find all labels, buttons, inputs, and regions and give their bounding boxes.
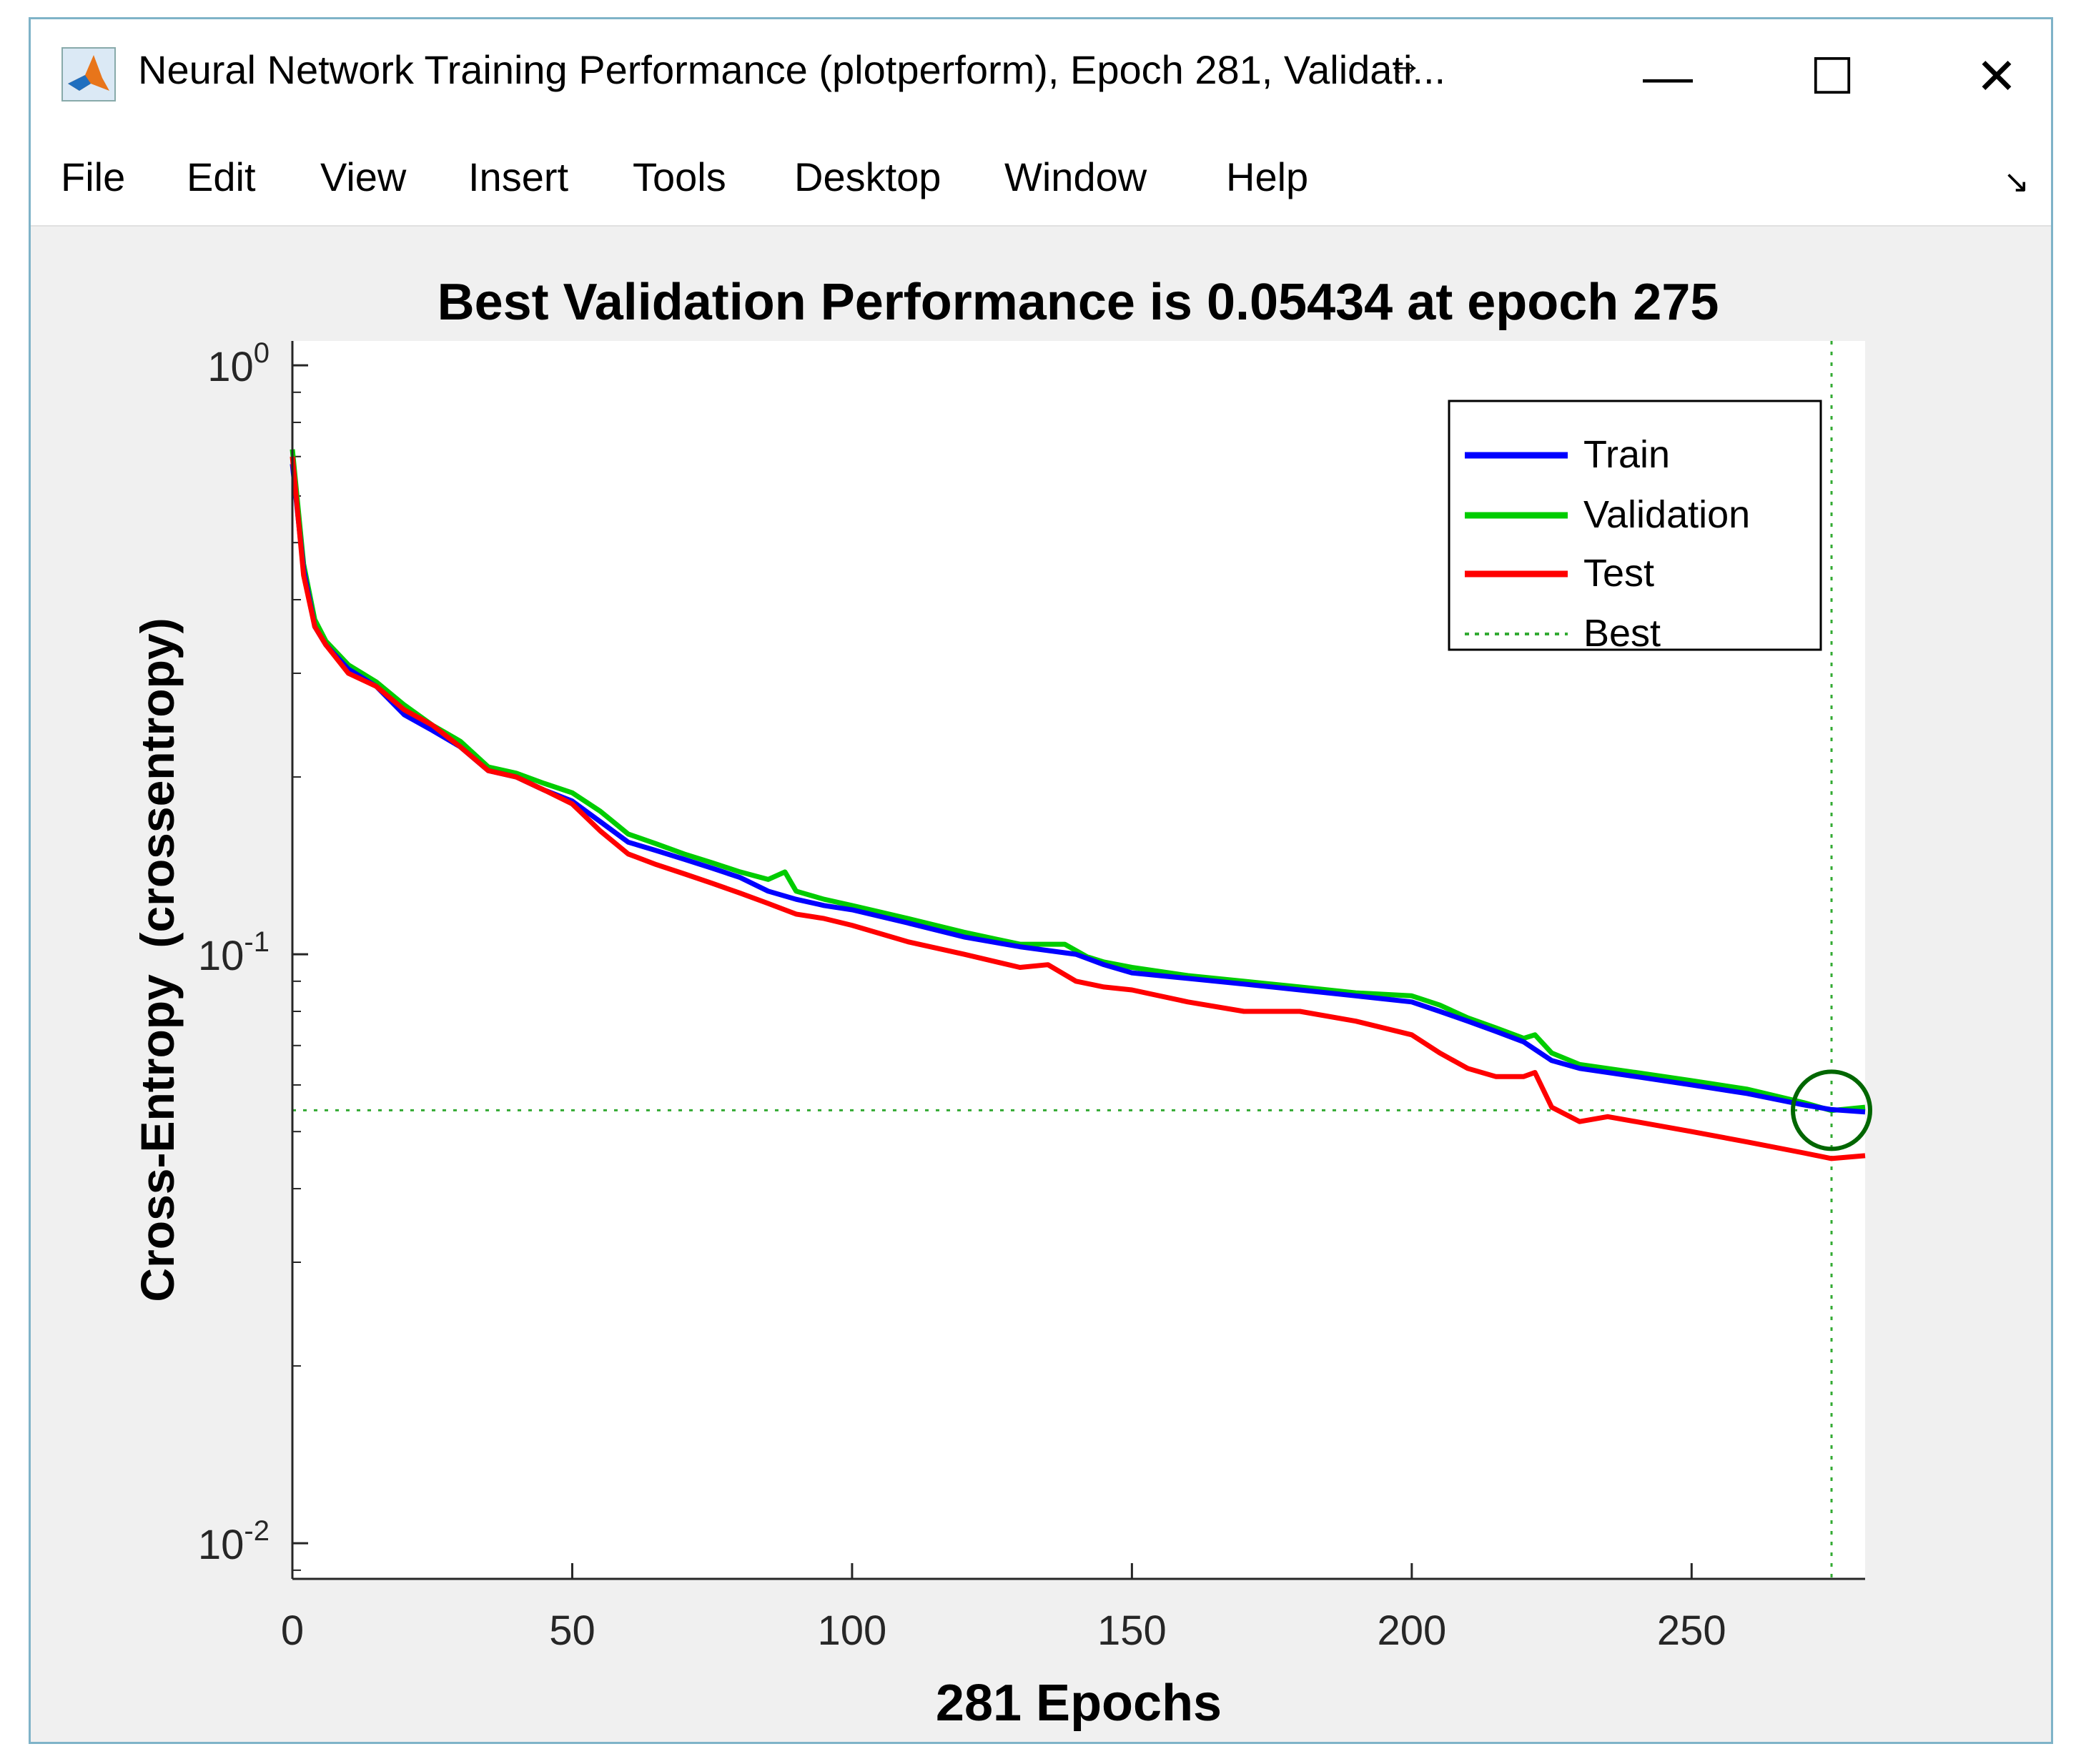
chart-title: Best Validation Performance is 0.05434 a… (438, 274, 1719, 331)
close-icon: ✕ (1975, 49, 2018, 104)
legend-label-train: Train (1583, 433, 1670, 476)
maximize-button[interactable]: ☐ (1789, 41, 1875, 112)
menu-edit[interactable]: Edit (187, 154, 256, 199)
menu-tools[interactable]: Tools (633, 154, 726, 199)
menu-file[interactable]: File (61, 154, 126, 199)
resize-cursor-icon: ↔ (1386, 41, 1423, 83)
performance-chart: Best Validation Performance is 0.05434 a… (131, 274, 1873, 1732)
x-tick-label-50: 50 (549, 1607, 595, 1654)
x-tick-label-200: 200 (1377, 1607, 1446, 1654)
menu-help[interactable]: Help (1226, 154, 1309, 199)
window-title: Neural Network Training Performance (plo… (138, 47, 1446, 92)
minimize-icon: — (1643, 49, 1693, 104)
maximize-icon: ☐ (1809, 49, 1855, 104)
matlab-icon (61, 47, 116, 101)
y-tick-label--2: 10-2 (198, 1515, 270, 1568)
series-line-validation (290, 449, 1866, 1114)
figure-area: Best Validation Performance is 0.05434 a… (31, 227, 2051, 1742)
x-tick-label-150: 150 (1097, 1607, 1167, 1654)
series-line-test (290, 456, 1866, 1161)
minimize-button[interactable]: — (1625, 41, 1711, 112)
y-axis-label: Cross-Entropy (crossentropy) (131, 618, 184, 1302)
x-tick-label-100: 100 (818, 1607, 887, 1654)
menu-window[interactable]: Window (1004, 154, 1147, 199)
menu-view[interactable]: View (320, 154, 407, 199)
figure-window: Neural Network Training Performance (plo… (29, 17, 2053, 1744)
legend: Train Validation Test Best (1448, 400, 1822, 655)
legend-label-best: Best (1583, 612, 1661, 655)
x-axis-label: 281 Epochs (936, 1675, 1222, 1732)
title-bar[interactable]: Neural Network Training Performance (plo… (31, 19, 2051, 127)
legend-label-validation: Validation (1583, 493, 1750, 536)
x-tick-label-0: 0 (281, 1607, 304, 1654)
legend-box (1448, 400, 1822, 651)
dock-arrow-icon[interactable]: ↘ (2003, 164, 2030, 199)
y-tick-label--1: 10-1 (198, 926, 270, 979)
legend-label-test: Test (1583, 552, 1654, 595)
y-tick-label-0: 100 (207, 337, 270, 390)
menu-bar: File Edit View Insert Tools Desktop Wind… (31, 127, 2051, 227)
close-button[interactable]: ✕ (1954, 41, 2040, 112)
menu-insert[interactable]: Insert (468, 154, 569, 199)
menu-desktop[interactable]: Desktop (794, 154, 941, 199)
best-point-marker (1791, 1069, 1873, 1151)
x-tick-label-250: 250 (1657, 1607, 1726, 1654)
